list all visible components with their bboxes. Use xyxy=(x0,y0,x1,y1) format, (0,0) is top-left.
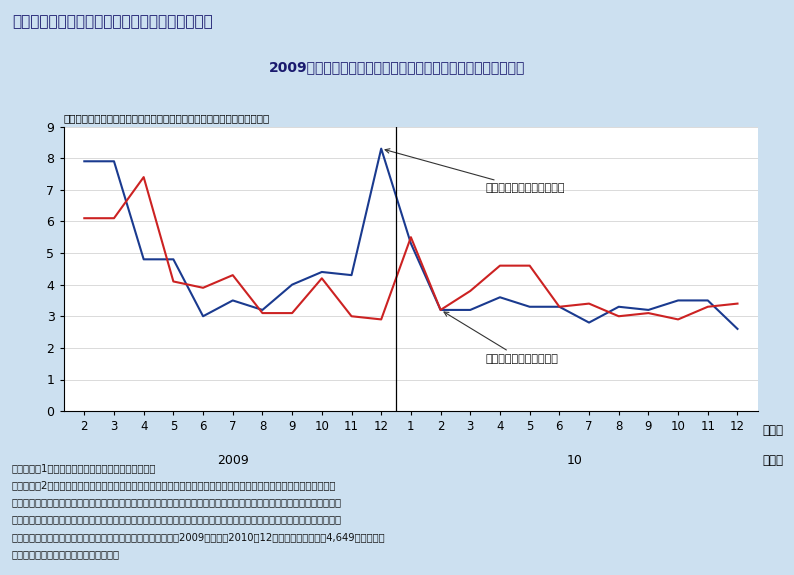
Text: とし、２ヶ月連続で回答した世帯（対象期間：2009年１月～2010年12月調査、期間中平均4,649世帯）に対: とし、２ヶ月連続で回答した世帯（対象期間：2009年１月～2010年12月調査、… xyxy=(12,532,386,542)
Text: （年）: （年） xyxy=(762,454,783,467)
Text: か。」との問に対し、前月に「下がる」と回答し、当月に「上がる」と回答した世帯を「インフレ予想への: か。」との問に対し、前月に「下がる」と回答し、当月に「上がる」と回答した世帯を「… xyxy=(12,497,342,507)
Text: 第１－２－６図　物価予想転換世帯の割合の推移: 第１－２－６図 物価予想転換世帯の割合の推移 xyxy=(12,14,213,29)
Text: デフレ予想への転換世帯: デフレ予想への転換世帯 xyxy=(444,312,558,364)
Text: 2009: 2009 xyxy=(217,454,249,467)
Text: 転換世帯」、前月に「上がる」と回答し、当月に「下がる」と回答した世帯を「デフレ予想への転換世帯」: 転換世帯」、前月に「上がる」と回答し、当月に「下がる」と回答した世帯を「デフレ予… xyxy=(12,515,342,524)
Text: 10: 10 xyxy=(566,454,582,467)
Text: （備考）　1．内閣府「消費動向調査」により作成。: （備考） 1．内閣府「消費動向調査」により作成。 xyxy=(12,463,156,473)
Text: インフレ予想への転換世帯: インフレ予想への転換世帯 xyxy=(385,149,565,193)
Text: （２ヶ月連続で回答した世帯のうち物価予想を転換した世帯の割合、％）: （２ヶ月連続で回答した世帯のうち物価予想を転換した世帯の割合、％） xyxy=(64,114,270,124)
Text: 2．グラフは、「あなたの世帯が日ごろよく購入する品物の価格について、１年後どの程度になると思います: 2．グラフは、「あなたの世帯が日ごろよく購入する品物の価格について、１年後どの程… xyxy=(12,480,337,490)
Text: 2009年末にインフレ予想からデフレ予想に転換した世帯が多い: 2009年末にインフレ予想からデフレ予想に転換した世帯が多い xyxy=(269,60,525,74)
Text: する割合をとったもの。: する割合をとったもの。 xyxy=(12,549,120,559)
Text: （月）: （月） xyxy=(762,424,783,437)
